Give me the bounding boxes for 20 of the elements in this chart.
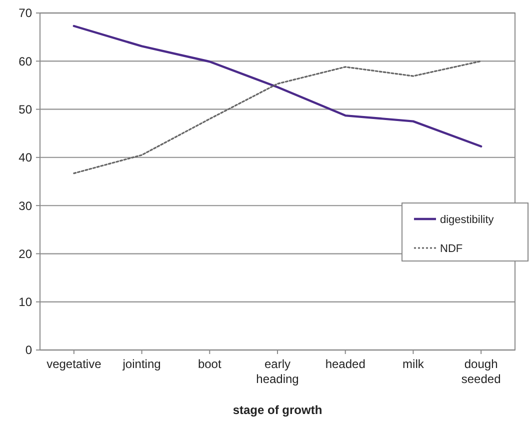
legend-label: digestibility	[440, 214, 494, 226]
y-tick-label: 30	[18, 198, 32, 213]
x-tick-label: headed	[325, 357, 366, 371]
y-tick-label: 40	[18, 150, 32, 165]
x-axis-title: stage of growth	[232, 403, 322, 417]
y-tick-label: 20	[18, 246, 32, 261]
x-tick-label: vegetative	[46, 357, 102, 371]
y-tick-label: 70	[18, 6, 32, 20]
line-series	[73, 60, 482, 174]
x-tick-label: boot	[198, 357, 222, 371]
x-tick-label: dough seeded	[461, 357, 501, 386]
x-tick-label: jointing	[122, 357, 161, 371]
y-tick-label: 0	[25, 343, 32, 358]
legend-label: NDF	[440, 242, 463, 255]
x-tick-label: early heading	[256, 357, 299, 386]
line-series	[72, 24, 482, 148]
y-tick-label: 10	[18, 295, 32, 310]
y-tick-label: 60	[18, 54, 32, 68]
y-tick-label: 50	[18, 102, 32, 116]
x-tick-label: milk	[402, 357, 425, 371]
